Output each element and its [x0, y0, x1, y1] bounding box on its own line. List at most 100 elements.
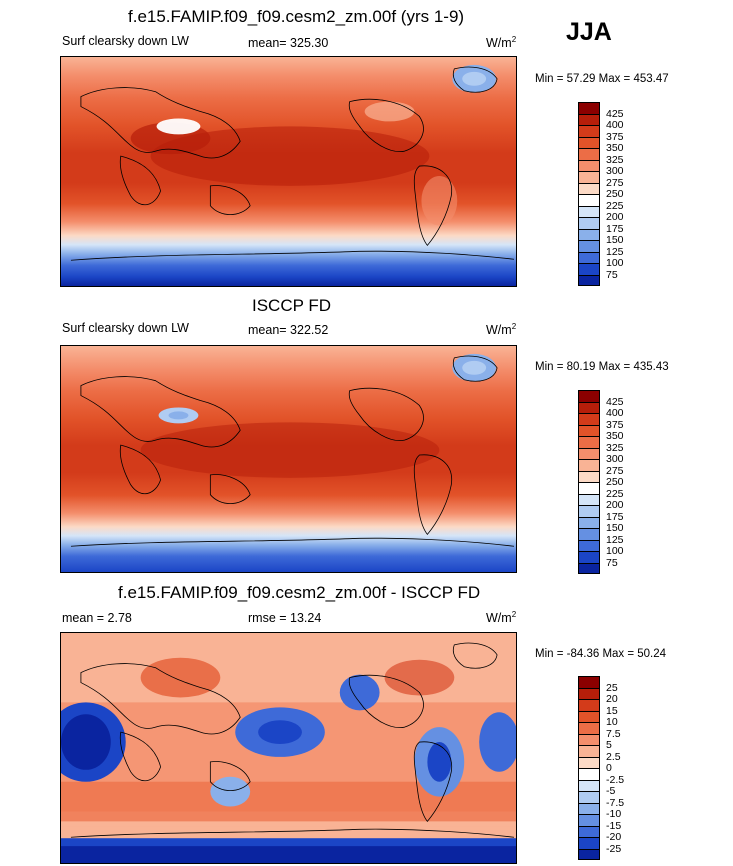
colorbar-cell — [578, 251, 600, 263]
colorbar-tick-label: -25 — [606, 842, 622, 855]
colorbar-tick-label: 100 — [606, 545, 624, 557]
colorbar-tick-label: -20 — [606, 831, 622, 843]
colorbar-cell — [578, 482, 600, 494]
colorbar-tick-label: 350 — [606, 142, 624, 154]
colorbar-tick-label: 200 — [606, 499, 624, 511]
colorbar-cell — [578, 848, 600, 860]
colorbar-cell — [578, 102, 600, 114]
panel3-rmse-label: rmse = 13.24 — [248, 611, 322, 625]
colorbar-cell — [578, 802, 600, 814]
colorbar-cell — [578, 470, 600, 482]
colorbar-cell — [578, 113, 600, 125]
colorbar-cell — [578, 217, 600, 229]
panel3-units: W/m2 — [486, 610, 517, 626]
colorbar-cell — [578, 768, 600, 780]
colorbar-cell — [578, 779, 600, 791]
colorbar-tick-label: -15 — [606, 819, 622, 832]
colorbar-tick-label: -5 — [606, 785, 616, 797]
colorbar-cell — [578, 401, 600, 413]
panel3-minmax: Min = -84.36 Max = 50.24 — [535, 648, 667, 660]
colorbar-tick-label: 250 — [606, 188, 624, 200]
colorbar-tick-label: 325 — [606, 153, 624, 166]
colorbar-tick-label: 425 — [606, 107, 624, 120]
colorbar-tick-label: 225 — [606, 487, 624, 500]
colorbar-tick-label: 5 — [606, 739, 612, 751]
colorbar-tick-label: 250 — [606, 476, 624, 488]
colorbar-cell — [578, 687, 600, 699]
colorbar-cell — [578, 171, 600, 183]
colorbar-cell — [578, 205, 600, 217]
colorbar-cell — [578, 182, 600, 194]
colorbar-tick-label: 200 — [606, 211, 624, 223]
colorbar-tick-label: -10 — [606, 808, 622, 820]
panel1-minmax: Min = 57.29 Max = 453.47 — [535, 73, 669, 85]
colorbar-cell — [578, 459, 600, 471]
colorbar-cell — [578, 390, 600, 402]
colorbar-cell — [578, 699, 600, 711]
colorbar-cell — [578, 676, 600, 688]
panel3-title: f.e15.FAMIP.f09_f09.cesm2_zm.00f - ISCCP… — [118, 583, 481, 602]
colorbar-tick-label: 375 — [606, 418, 624, 431]
colorbar-tick-label: 125 — [606, 245, 624, 258]
colorbar-cell — [578, 516, 600, 528]
colorbar-tick-label: 175 — [606, 510, 624, 523]
colorbar-tick-label: 25 — [606, 681, 618, 694]
panel2-variable-label: Surf clearsky down LW — [62, 321, 189, 335]
panel2-minmax: Min = 80.19 Max = 435.43 — [535, 361, 669, 373]
colorbar-cell — [578, 722, 600, 734]
colorbar-tick-label: 350 — [606, 430, 624, 442]
colorbar-tick-label: 375 — [606, 130, 624, 143]
panel3-map — [60, 632, 517, 864]
colorbar-cell — [578, 148, 600, 160]
colorbar-tick-label: 10 — [606, 716, 618, 728]
panel2-mean-label: mean= 322.52 — [248, 323, 329, 337]
colorbar-cell — [578, 125, 600, 137]
colorbar-tick-label: 275 — [606, 176, 624, 189]
colorbar-tick-label: -7.5 — [606, 796, 625, 809]
colorbar-cell — [578, 528, 600, 540]
panel1-variable-label: Surf clearsky down LW — [62, 34, 189, 48]
colorbar-tick-label: 175 — [606, 222, 624, 235]
colorbar-tick-label: 400 — [606, 119, 624, 131]
colorbar-tick-label: 225 — [606, 199, 624, 212]
colorbar-tick-label: 300 — [606, 453, 624, 465]
colorbar-cell — [578, 756, 600, 768]
colorbar-tick-label: 2.5 — [606, 750, 621, 763]
colorbar-cell — [578, 710, 600, 722]
colorbar-cell — [578, 539, 600, 551]
season-label: JJA — [566, 18, 612, 46]
colorbar-cell — [578, 733, 600, 745]
colorbar-cell — [578, 413, 600, 425]
colorbar-cell — [578, 274, 600, 286]
colorbar-tick-label: 300 — [606, 165, 624, 177]
colorbar-cell — [578, 159, 600, 171]
colorbar-cell — [578, 447, 600, 459]
colorbar-tick-label: 75 — [606, 268, 618, 281]
panel1-mean-label: mean= 325.30 — [248, 36, 329, 50]
colorbar-cell — [578, 194, 600, 206]
colorbar-cell — [578, 424, 600, 436]
colorbar-tick-label: 150 — [606, 234, 624, 246]
colorbar-cell — [578, 136, 600, 148]
colorbar-tick-label: 15 — [606, 704, 618, 717]
colorbar-cell — [578, 505, 600, 517]
colorbar-cell — [578, 791, 600, 803]
colorbar-cell — [578, 837, 600, 849]
panel2-units: W/m2 — [486, 322, 517, 338]
colorbar-tick-label: 0 — [606, 762, 612, 774]
panel1-map — [60, 56, 517, 287]
colorbar-tick-label: 7.5 — [606, 727, 621, 740]
panel1-units: W/m2 — [486, 35, 517, 51]
colorbar-cell — [578, 228, 600, 240]
panel1-title: f.e15.FAMIP.f09_f09.cesm2_zm.00f (yrs 1-… — [128, 7, 465, 26]
colorbar-cell — [578, 562, 600, 574]
colorbar-tick-label: 125 — [606, 533, 624, 546]
colorbar-cell — [578, 745, 600, 757]
panel3-mean-label: mean = 2.78 — [62, 611, 132, 625]
colorbar-cell — [578, 493, 600, 505]
colorbar-cell — [578, 240, 600, 252]
colorbar-tick-label: 325 — [606, 441, 624, 454]
colorbar-cell — [578, 436, 600, 448]
colorbar-tick-label: 400 — [606, 407, 624, 419]
colorbar-tick-label: 75 — [606, 556, 618, 569]
